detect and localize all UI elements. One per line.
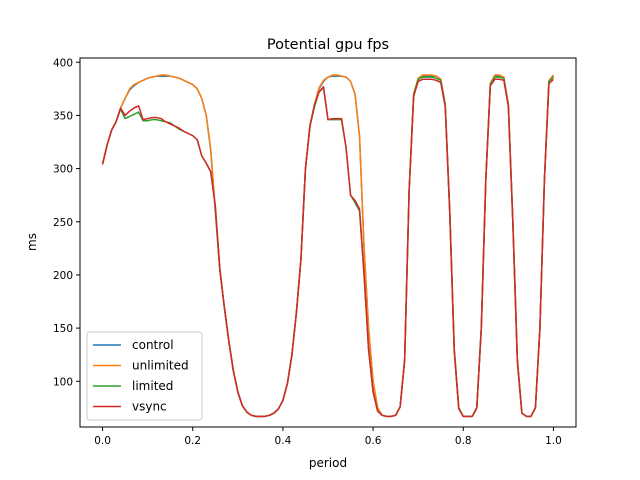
legend-label-control: control <box>132 338 174 352</box>
series-line-vsync <box>101 78 554 418</box>
x-tick-label: 0.0 <box>94 435 111 447</box>
y-tick-label: 150 <box>53 323 73 335</box>
legend-label-vsync: vsync <box>132 400 167 414</box>
legend-label-limited: limited <box>132 379 173 393</box>
plot-frame <box>79 57 577 428</box>
x-tick-label: 0.4 <box>275 435 292 447</box>
x-tick-label: 0.8 <box>455 435 472 447</box>
legend: control unlimited limited vsync <box>86 331 203 421</box>
y-tick-label: 200 <box>53 270 73 282</box>
y-tick-label: 400 <box>53 57 73 69</box>
legend-items: control unlimited limited vsync <box>93 338 189 414</box>
plot-lines <box>101 74 555 418</box>
y-axis-label: ms <box>25 233 39 251</box>
y-tick-label: 250 <box>53 217 73 229</box>
x-tick-label: 0.2 <box>184 435 201 447</box>
y-tick-label: 300 <box>53 164 73 176</box>
chart-title: Potential gpu fps <box>267 37 389 53</box>
x-axis-ticks: 0.0 0.2 0.4 0.6 0.8 1.0 <box>94 427 562 447</box>
x-axis-label: period <box>309 456 347 470</box>
y-tick-label: 100 <box>53 376 73 388</box>
y-axis-ticks: 100 150 200 250 300 350 400 <box>53 57 80 388</box>
y-tick-label: 350 <box>53 110 73 122</box>
legend-box <box>86 331 203 421</box>
legend-label-unlimited: unlimited <box>132 359 189 373</box>
x-tick-label: 1.0 <box>545 435 562 447</box>
x-tick-label: 0.6 <box>365 435 382 447</box>
